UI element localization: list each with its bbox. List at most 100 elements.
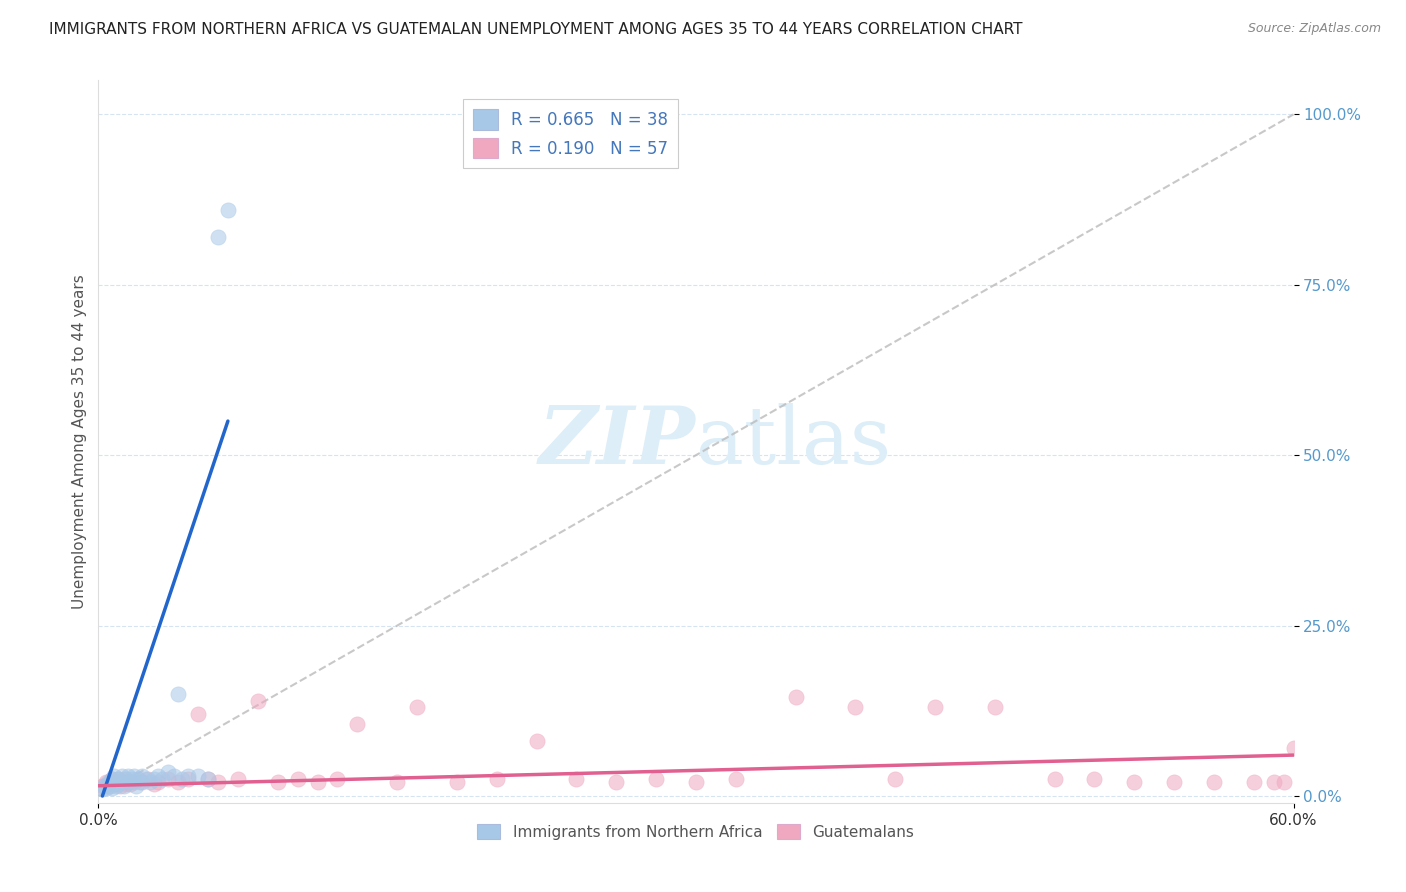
Point	[346, 717, 368, 731]
Point	[111, 775, 134, 789]
Point	[177, 772, 200, 786]
Point	[785, 690, 807, 705]
Point	[1282, 741, 1305, 756]
Point	[207, 775, 229, 789]
Point	[105, 779, 128, 793]
Text: atlas: atlas	[696, 402, 891, 481]
Point	[884, 772, 907, 786]
Point	[167, 775, 190, 789]
Point	[131, 775, 153, 789]
Point	[177, 768, 200, 782]
Point	[157, 772, 180, 786]
Point	[103, 768, 125, 782]
Point	[1163, 775, 1185, 789]
Point	[136, 772, 159, 786]
Text: IMMIGRANTS FROM NORTHERN AFRICA VS GUATEMALAN UNEMPLOYMENT AMONG AGES 35 TO 44 Y: IMMIGRANTS FROM NORTHERN AFRICA VS GUATE…	[49, 22, 1022, 37]
Point	[1243, 775, 1265, 789]
Point	[125, 779, 148, 793]
Point	[207, 230, 229, 244]
Point	[1272, 775, 1295, 789]
Point	[167, 687, 190, 701]
Point	[685, 775, 707, 789]
Point	[107, 777, 129, 791]
Point	[197, 772, 219, 786]
Point	[112, 779, 135, 793]
Point	[485, 772, 508, 786]
Point	[924, 700, 946, 714]
Point	[135, 772, 157, 786]
Point	[844, 700, 866, 714]
Point	[163, 768, 186, 782]
Text: Source: ZipAtlas.com: Source: ZipAtlas.com	[1247, 22, 1381, 36]
Point	[97, 779, 120, 793]
Point	[287, 772, 309, 786]
Point	[1263, 775, 1285, 789]
Point	[148, 775, 170, 789]
Point	[246, 693, 269, 707]
Point	[112, 772, 135, 786]
Point	[385, 775, 409, 789]
Point	[93, 779, 115, 793]
Point	[172, 772, 194, 786]
Point	[406, 700, 429, 714]
Point	[101, 772, 124, 786]
Point	[97, 777, 120, 791]
Point	[267, 775, 290, 789]
Point	[103, 777, 125, 791]
Point	[143, 777, 166, 791]
Point	[1083, 772, 1105, 786]
Point	[645, 772, 668, 786]
Point	[91, 779, 114, 793]
Point	[96, 780, 118, 795]
Point	[91, 782, 114, 797]
Point	[1123, 775, 1146, 789]
Point	[131, 768, 153, 782]
Point	[107, 772, 129, 786]
Point	[98, 775, 122, 789]
Point	[124, 775, 146, 789]
Point	[139, 775, 162, 789]
Point	[110, 775, 132, 789]
Point	[127, 772, 149, 786]
Point	[217, 202, 239, 217]
Point	[107, 772, 129, 786]
Point	[226, 772, 249, 786]
Point	[127, 772, 149, 786]
Point	[117, 775, 139, 789]
Point	[121, 772, 143, 786]
Point	[446, 775, 468, 789]
Point	[187, 768, 209, 782]
Point	[307, 775, 329, 789]
Point	[111, 768, 134, 782]
Point	[115, 777, 138, 791]
Point	[110, 779, 132, 793]
Y-axis label: Unemployment Among Ages 35 to 44 years: Unemployment Among Ages 35 to 44 years	[72, 274, 87, 609]
Point	[115, 772, 138, 786]
Point	[1202, 775, 1225, 789]
Point	[187, 707, 209, 722]
Point	[120, 777, 142, 791]
Point	[143, 772, 166, 786]
Point	[150, 772, 173, 786]
Point	[148, 768, 170, 782]
Point	[96, 775, 118, 789]
Point	[1043, 772, 1066, 786]
Point	[197, 772, 219, 786]
Point	[724, 772, 747, 786]
Point	[101, 780, 124, 795]
Point	[526, 734, 548, 748]
Point	[105, 775, 128, 789]
Point	[129, 775, 152, 789]
Point	[120, 775, 142, 789]
Point	[101, 772, 124, 786]
Point	[984, 700, 1007, 714]
Point	[326, 772, 349, 786]
Text: ZIP: ZIP	[538, 403, 696, 480]
Point	[157, 765, 180, 780]
Legend: Immigrants from Northern Africa, Guatemalans: Immigrants from Northern Africa, Guatema…	[471, 818, 921, 846]
Point	[605, 775, 627, 789]
Point	[97, 775, 120, 789]
Point	[117, 768, 139, 782]
Point	[565, 772, 588, 786]
Point	[124, 768, 146, 782]
